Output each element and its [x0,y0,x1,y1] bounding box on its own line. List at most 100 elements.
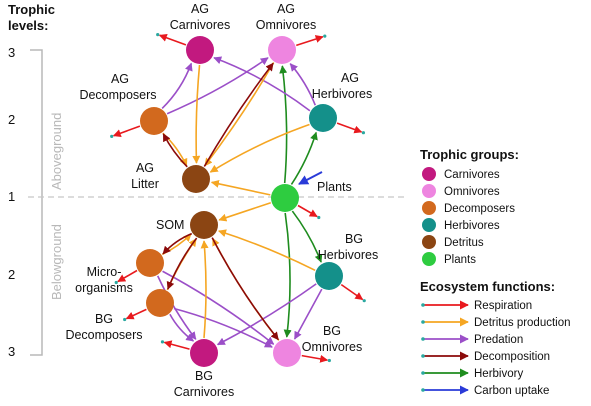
predation-bg-herbivores-to-bg-carnivores [216,283,317,346]
nodes [136,36,343,367]
node-ag-carnivores [186,36,214,64]
trophic-axis: Trophic levels: 3 2 1 2 3 Aboveground Be… [8,2,405,359]
detritus-plants-to-som [218,201,272,222]
node-bg-carnivores [190,339,218,367]
decomposition-som-to-bg-omnivores [211,237,279,341]
respiration-bg-omnivores-dot [327,358,331,363]
predation-micro-to-bg-omnivores [162,270,275,345]
legend-swatch-carnivores [422,167,436,181]
legend-label-predation: Predation [474,334,523,346]
label-ag-carnivores-line1: AG [191,2,209,16]
legend-label-respiration: Respiration [474,300,532,312]
label-ag-litter-line2: Litter [131,177,159,191]
respiration-plants-dot [317,215,321,220]
label-bg-carnivores-line2: Carnivores [174,385,234,399]
legend-label-decomposers: Decomposers [444,203,515,215]
node-ag-litter [182,165,210,193]
respiration-ag-herbivores [336,122,363,134]
decomposition-ag-litter-to-ag-omnivores [203,62,274,167]
flow-arrows [110,33,366,363]
legend-trophic-groups: Trophic groups: Carnivores Omnivores Dec… [420,147,519,266]
detritus-plants-to-ag-litter [210,179,271,196]
respiration-ag-herbivores-dot [361,131,366,135]
respiration-bg-decomposers [125,308,147,320]
label-som: SOM [156,218,184,232]
label-bg-herbivores-line2: Herbivores [318,248,378,262]
respiration-bg-carnivores [163,340,190,350]
respiration-bg-carnivores-dot [160,340,165,344]
label-ag-omnivores-line2: Omnivores [256,18,316,32]
legend-swatch-detritus [422,235,436,249]
predation-ag-herbivores-to-ag-omnivores [289,63,316,106]
axis-level-top-3: 3 [8,45,15,60]
legend-trophic-title: Trophic groups: [420,147,519,162]
label-ag-herbivores-line2: Herbivores [312,87,372,101]
legend-functions-title: Ecosystem functions: [420,279,555,294]
herbivory-plants-to-ag-omnivores [279,65,288,184]
predation-bg-decomposers-to-bg-carnivores [169,313,195,342]
label-bg-decomposers-line2: Decomposers [65,328,142,342]
node-plants [271,184,299,212]
label-bg-omnivores-line2: Omnivores [302,340,362,354]
respiration-bg-decomposers-dot [123,317,127,322]
axis-level-bottom-2: 2 [8,267,15,282]
legend-label-carnivores: Carnivores [444,169,500,181]
node-som [190,211,218,239]
axis-level-bottom-3: 3 [8,344,15,359]
herbivory-plants-to-bg-herbivores [291,210,323,263]
respiration-ag-carnivores-dot [156,33,160,37]
legend-ecosystem-functions: Ecosystem functions: Respiration Detritu… [420,279,571,397]
respiration-bg-herbivores [340,283,364,301]
predation-bg-decomposers-to-bg-omnivores [173,307,273,348]
detritus-ag-carnivores-to-ag-litter [192,64,201,164]
label-ag-herbivores-line1: AG [341,71,359,85]
node-micro-organisms [136,249,164,277]
node-bg-herbivores [315,262,343,290]
node-ag-herbivores [309,104,337,132]
legend-arrow-dot-predation [421,337,425,341]
respiration-plants [297,204,318,218]
node-bg-omnivores [273,339,301,367]
legend-label-carbon-uptake: Carbon uptake [474,385,549,397]
respiration-ag-decomposers-dot [110,134,114,138]
detritus-bg-herbivores-to-som [218,229,316,272]
axis-title-line1: Trophic [8,2,55,17]
legend-label-decomposition: Decomposition [474,351,550,363]
respiration-bg-omnivores [301,354,329,363]
decomposition-ag-litter-to-ag-decomposers [162,133,188,168]
legend-arrow-dot-carbon-uptake [421,388,425,392]
node-bg-decomposers [146,289,174,317]
label-bg-omnivores-line1: BG [323,324,341,338]
legend-swatch-herbivores [422,218,436,232]
respiration-ag-carnivores [158,33,187,46]
legend-label-plants: Plants [444,254,476,266]
respiration-bg-herbivores-dot [362,299,366,303]
label-bg-carnivores-line1: BG [195,369,213,383]
legend-arrow-dot-decomposition [421,354,425,358]
respiration-ag-omnivores [296,35,324,47]
label-bg-decomposers-line1: BG [95,312,113,326]
aboveground-label: Aboveground [49,113,64,190]
predation-ag-decomposers-to-ag-omnivores [166,57,269,115]
label-micro-organisms-line2: organisms [75,281,133,295]
legend-label-detritus-production: Detritus production [474,317,571,329]
axis-level-1: 1 [8,189,15,204]
label-ag-carnivores-line2: Carnivores [170,18,230,32]
legend-swatch-decomposers [422,201,436,215]
respiration-ag-decomposers [112,125,141,138]
carbon-uptake-arrow [298,171,323,185]
axis-level-top-2: 2 [8,112,15,127]
node-labels: AG Carnivores AG Omnivores AG Herbivores… [65,2,378,399]
legend-label-omnivores: Omnivores [444,186,500,198]
decomposition-som-to-micro [162,232,193,255]
respiration-ag-omnivores-dot [323,34,327,38]
legend-label-herbivory: Herbivory [474,368,523,380]
predation-ag-decomposers-to-ag-carnivores [161,62,193,109]
label-ag-litter-line1: AG [136,161,154,175]
herbivory-plants-to-ag-herbivores [290,131,318,185]
label-micro-organisms-line1: Micro- [87,265,122,279]
detritus-ag-herbivores-to-ag-litter [209,123,310,173]
herbivory-plants-to-bg-omnivores [283,212,292,338]
node-ag-decomposers [140,107,168,135]
detritus-bg-carnivores-to-som [200,240,209,339]
